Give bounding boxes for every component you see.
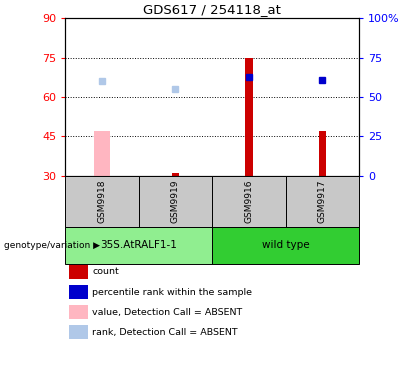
Text: wild type: wild type [262, 240, 310, 250]
Text: rank, Detection Call = ABSENT: rank, Detection Call = ABSENT [92, 328, 238, 337]
Bar [319, 131, 326, 176]
Text: percentile rank within the sample: percentile rank within the sample [92, 288, 252, 296]
Text: count: count [92, 268, 119, 276]
Text: GSM9919: GSM9919 [171, 179, 180, 223]
Title: GDS617 / 254118_at: GDS617 / 254118_at [143, 3, 281, 16]
Text: 35S.AtRALF1-1: 35S.AtRALF1-1 [100, 240, 177, 250]
Bar [245, 57, 252, 176]
Text: value, Detection Call = ABSENT: value, Detection Call = ABSENT [92, 308, 243, 317]
Text: genotype/variation ▶: genotype/variation ▶ [4, 240, 100, 250]
Text: GSM9918: GSM9918 [97, 179, 106, 223]
Text: GSM9916: GSM9916 [244, 179, 253, 223]
Text: GSM9917: GSM9917 [318, 179, 327, 223]
Bar [172, 173, 179, 176]
Bar [94, 131, 110, 176]
